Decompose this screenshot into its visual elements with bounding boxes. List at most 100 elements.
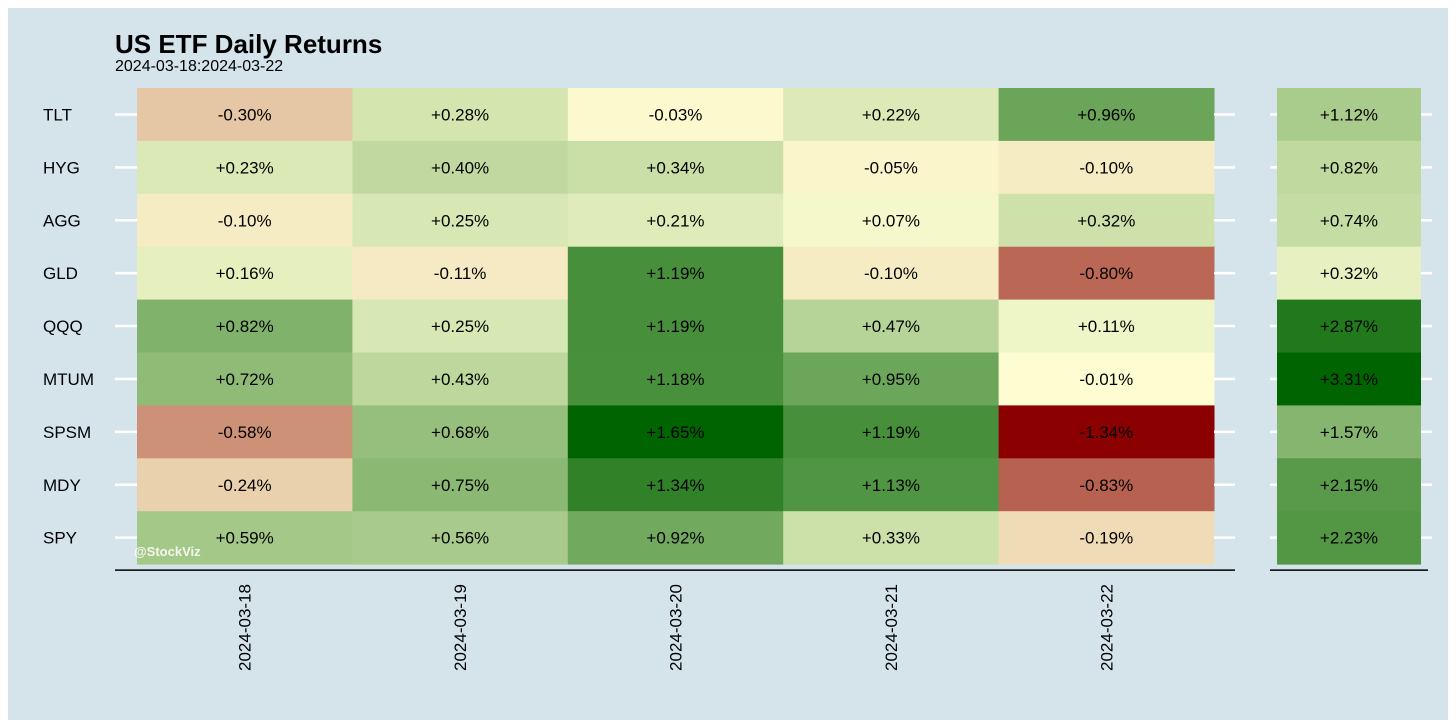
heatmap-cell — [783, 140, 1000, 195]
heatmap-cell — [567, 193, 784, 248]
heatmap-cell — [998, 511, 1215, 565]
total-value-label: +0.32% — [1320, 264, 1378, 283]
cell-value-label: +0.56% — [431, 529, 489, 548]
cell-value-label: +0.75% — [431, 476, 489, 495]
cell-value-label: +0.33% — [862, 529, 920, 548]
cell-value-label: +0.21% — [646, 211, 704, 230]
total-value-label: +1.12% — [1320, 105, 1378, 124]
cell-value-label: +0.28% — [431, 105, 489, 124]
cell-value-label: +0.25% — [431, 211, 489, 230]
total-value-label: +2.87% — [1320, 317, 1378, 336]
cell-value-label: -0.80% — [1079, 264, 1133, 283]
heatmap-cell — [783, 299, 1000, 353]
cell-value-label: +0.43% — [431, 370, 489, 389]
total-value-label: +2.15% — [1320, 476, 1378, 495]
cell-value-label: +0.11% — [1078, 317, 1135, 336]
cell-value-label: -0.83% — [1079, 476, 1133, 495]
cell-value-label: -0.11% — [434, 264, 487, 283]
cell-value-label: +0.95% — [862, 370, 920, 389]
heatmap-cell — [137, 88, 353, 142]
cell-value-label: +0.82% — [216, 317, 274, 336]
heatmap-cell — [567, 352, 784, 406]
heatmap-cell — [567, 140, 784, 195]
x-tick-label: 2024-03-21 — [882, 584, 901, 671]
heatmap-cell — [783, 458, 1000, 512]
heatmap-cell — [352, 246, 569, 301]
cell-value-label: +1.19% — [862, 423, 920, 442]
heatmap-cell — [567, 458, 784, 512]
cell-value-label: -0.19% — [1079, 529, 1133, 548]
cell-value-label: -0.10% — [864, 264, 918, 283]
heatmap-cell — [137, 511, 353, 565]
cell-value-label: +0.72% — [216, 370, 274, 389]
total-value-label: +1.57% — [1320, 423, 1378, 442]
heatmap-cell — [783, 246, 1000, 301]
cell-value-label: +1.19% — [646, 264, 704, 283]
cell-value-label: +0.25% — [431, 317, 489, 336]
total-cell — [1277, 193, 1421, 248]
cell-value-label: -0.30% — [218, 105, 272, 124]
heatmap-cell — [137, 193, 353, 248]
heatmap-cell — [783, 352, 1000, 406]
chart-title: US ETF Daily Returns — [115, 29, 382, 59]
heatmap-cell — [137, 140, 353, 195]
total-cell — [1277, 511, 1421, 565]
watermark-text: @StockViz — [134, 544, 201, 559]
x-tick-label: 2024-03-20 — [667, 584, 686, 671]
total-cell — [1277, 140, 1421, 195]
cell-value-label: -0.05% — [864, 158, 918, 177]
total-cell — [1277, 299, 1421, 353]
cell-value-label: +1.18% — [646, 370, 704, 389]
chart-axes: TLT HYG AGG GLD QQQ MTUM SPSM MDY SPY 2024-03-18 2… — [43, 105, 1428, 671]
y-tick-label: QQQ — [43, 317, 83, 336]
cell-value-label: -1.34% — [1079, 423, 1133, 442]
heatmap-cell — [352, 511, 569, 565]
heatmap-cell — [137, 458, 353, 512]
heatmap-cell — [352, 140, 569, 195]
main-heatmap-grid: -0.30% +0.28% -0.03% +0.22% +0.96% +0.23% +0.4… — [137, 88, 1215, 565]
totals-heatmap-grid: +1.12% +0.82% +0.74% +0.32% +2.87% +3.31% +1.5… — [1270, 88, 1432, 565]
heatmap-cell — [352, 193, 569, 248]
cell-value-label: +1.19% — [646, 317, 704, 336]
total-cell — [1277, 246, 1421, 301]
total-value-label: +0.74% — [1320, 211, 1378, 230]
heatmap-cell — [567, 511, 784, 565]
heatmap-cell — [998, 405, 1215, 459]
heatmap-cell — [998, 193, 1215, 248]
chart-subtitle: 2024-03-18:2024-03-22 — [115, 58, 283, 75]
y-tick-label: TLT — [43, 105, 72, 124]
cell-value-label: -0.24% — [218, 476, 272, 495]
heatmap-cell — [998, 352, 1215, 406]
cell-value-label: +0.68% — [431, 423, 489, 442]
cell-value-label: +0.47% — [862, 317, 920, 336]
x-tick-label: 2024-03-18 — [236, 584, 255, 671]
heatmap-cell — [352, 352, 569, 406]
cell-value-label: +0.16% — [216, 264, 274, 283]
heatmap-cell — [567, 246, 784, 301]
y-tick-label: GLD — [43, 264, 78, 283]
cell-value-label: -0.58% — [218, 423, 272, 442]
total-cell — [1277, 352, 1421, 406]
cell-value-label: +0.92% — [646, 529, 704, 548]
y-tick-label: SPSM — [43, 423, 91, 442]
cell-value-label: +0.40% — [431, 158, 489, 177]
heatmap-cell — [998, 246, 1215, 301]
cell-value-label: -0.10% — [1079, 158, 1133, 177]
cell-value-label: +1.34% — [646, 476, 704, 495]
heatmap-cell — [567, 299, 784, 353]
y-tick-label: HYG — [43, 158, 80, 177]
total-cell — [1277, 88, 1421, 142]
heatmap-cell — [352, 299, 569, 353]
cell-value-label: -0.01% — [1079, 370, 1133, 389]
heatmap-cell — [783, 88, 1000, 142]
heatmap-cell — [998, 140, 1215, 195]
cell-value-label: +1.65% — [646, 423, 704, 442]
cell-value-label: -0.10% — [218, 211, 272, 230]
total-cell — [1277, 458, 1421, 512]
y-tick-label: MTUM — [43, 370, 94, 389]
x-tick-label: 2024-03-19 — [451, 584, 470, 671]
heatmap-cell — [137, 246, 353, 301]
x-tick-label: 2024-03-22 — [1097, 584, 1116, 671]
heatmap-cell — [998, 299, 1215, 353]
